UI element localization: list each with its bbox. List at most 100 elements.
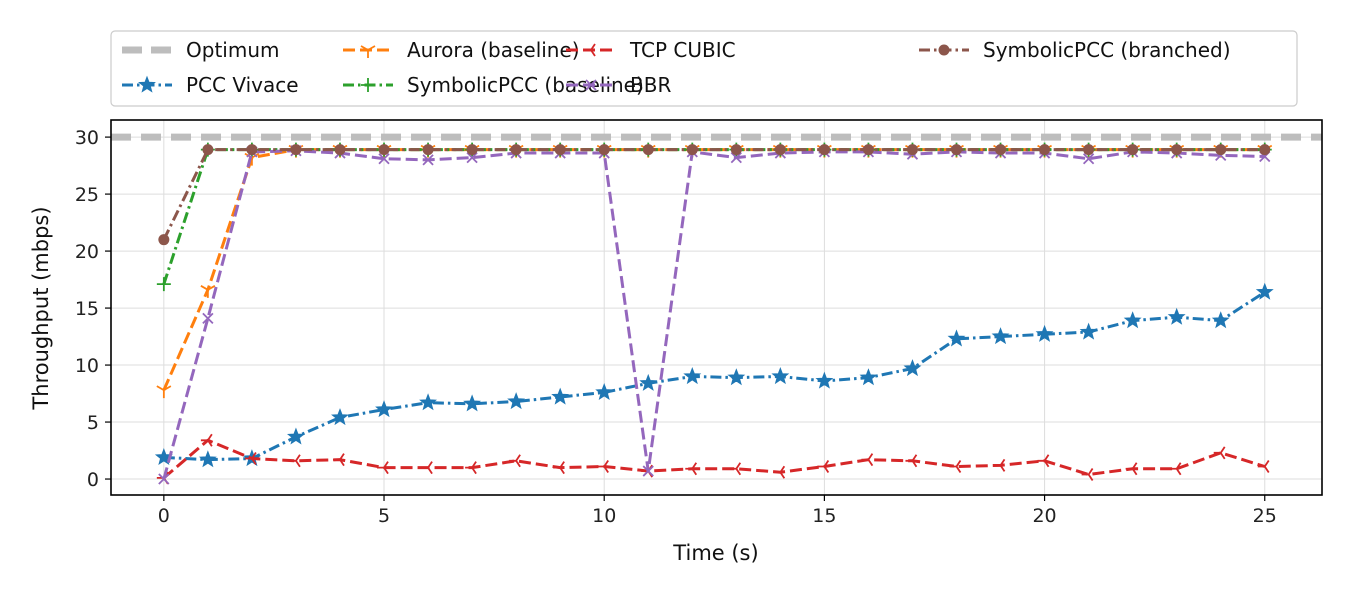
data-point — [551, 387, 570, 405]
star-marker-shape — [683, 367, 702, 385]
star-marker-shape — [903, 359, 922, 377]
data-point — [466, 144, 478, 156]
tri-right-marker-shape — [949, 460, 962, 474]
data-point — [598, 144, 610, 156]
star-marker-shape — [138, 75, 156, 93]
data-point — [288, 454, 301, 468]
star-marker-shape — [727, 368, 746, 386]
data-point — [686, 144, 698, 156]
data-point — [509, 454, 521, 468]
circle-marker-shape — [1259, 144, 1271, 156]
circle-marker-shape — [554, 144, 566, 156]
tri-marker-shape — [156, 385, 172, 399]
legend-marker — [584, 43, 596, 57]
data-point — [331, 408, 349, 426]
circle-marker-shape — [995, 144, 1007, 156]
x-marker-shape — [422, 154, 434, 166]
tri-right-marker-shape — [729, 462, 742, 476]
circle-marker-shape — [422, 144, 434, 156]
series-line-symbolicpcc-baseline — [162, 148, 1265, 285]
data-point — [1171, 144, 1183, 156]
x-marker-shape — [378, 153, 390, 165]
data-point — [1039, 144, 1051, 156]
data-point — [1081, 467, 1094, 481]
data-point — [158, 234, 170, 246]
star-marker-shape — [595, 383, 614, 401]
star-marker-shape — [1079, 322, 1098, 340]
data-point — [378, 153, 390, 165]
data-point — [463, 394, 482, 412]
data-point — [639, 373, 658, 391]
tri-right-marker-shape — [553, 461, 565, 475]
star-marker-shape — [639, 373, 658, 391]
y-tick-label: 25 — [75, 184, 99, 206]
y-tick-label: 15 — [75, 298, 99, 320]
circle-marker-shape — [158, 234, 170, 246]
tri-right-marker-shape — [905, 454, 918, 468]
x-marker-shape — [585, 79, 597, 91]
star-marker-shape — [287, 427, 305, 445]
legend-item-aurora-baseline: Aurora (baseline) — [343, 38, 580, 62]
data-point — [1035, 324, 1054, 342]
star-marker-shape — [331, 408, 349, 426]
data-point — [1082, 153, 1095, 165]
legend-marker — [938, 44, 950, 56]
x-tick-label: 15 — [812, 505, 836, 527]
series-pcc-vivace — [154, 282, 1274, 468]
data-point — [466, 151, 478, 164]
tri-right-marker-shape — [861, 453, 874, 467]
data-point — [991, 327, 1010, 345]
tri-right-marker-shape — [597, 460, 609, 474]
data-point — [334, 144, 346, 156]
y-tick-label: 20 — [75, 241, 99, 263]
data-point — [554, 144, 566, 156]
x-marker-shape — [466, 151, 478, 164]
y-tick-label: 5 — [87, 412, 99, 434]
star-marker-shape — [463, 394, 482, 412]
series-symbolicpcc-branched — [158, 144, 1271, 246]
star-marker-shape — [1211, 311, 1230, 329]
legend-marker — [360, 45, 376, 58]
data-point — [906, 144, 918, 156]
star-marker-shape — [375, 400, 393, 418]
plus-marker-shape — [156, 277, 171, 292]
data-point — [422, 154, 434, 166]
star-marker-shape — [1035, 324, 1054, 342]
star-marker-shape — [947, 329, 966, 347]
data-point — [375, 400, 393, 418]
data-point — [730, 151, 742, 164]
x-tick-label: 0 — [158, 505, 170, 527]
data-point — [421, 461, 433, 475]
legend-marker — [361, 78, 375, 92]
series-symbolicpcc-baseline — [156, 142, 1272, 292]
series-tcp-cubic — [156, 433, 1270, 485]
star-marker-shape — [1255, 282, 1274, 300]
data-point — [861, 453, 874, 467]
tri-right-marker-shape — [244, 452, 257, 466]
series-line-pcc-vivace — [163, 290, 1266, 462]
star-marker-shape — [859, 368, 878, 386]
x-marker-shape — [202, 312, 214, 324]
data-point — [1079, 322, 1098, 340]
tri-right-marker-shape — [584, 43, 596, 57]
data-point — [730, 144, 742, 156]
data-point — [246, 144, 258, 156]
legend-label: Optimum — [186, 38, 279, 62]
circle-marker-shape — [642, 144, 654, 156]
circle-marker-shape — [202, 144, 214, 156]
data-point — [995, 144, 1007, 156]
legend-item-optimum: Optimum — [122, 38, 279, 62]
data-point — [818, 144, 830, 156]
series-aurora-baseline — [156, 144, 1273, 399]
circle-marker-shape — [818, 144, 830, 156]
star-marker-shape — [815, 371, 834, 389]
circle-marker-shape — [598, 144, 610, 156]
series-line-tcp-cubic — [162, 438, 1266, 480]
data-point — [287, 427, 305, 445]
star-marker-shape — [198, 450, 217, 468]
star-marker-shape — [1123, 311, 1142, 329]
star-marker-shape — [419, 393, 438, 411]
data-point — [947, 329, 966, 347]
data-point — [727, 368, 746, 386]
circle-marker-shape — [246, 144, 258, 156]
